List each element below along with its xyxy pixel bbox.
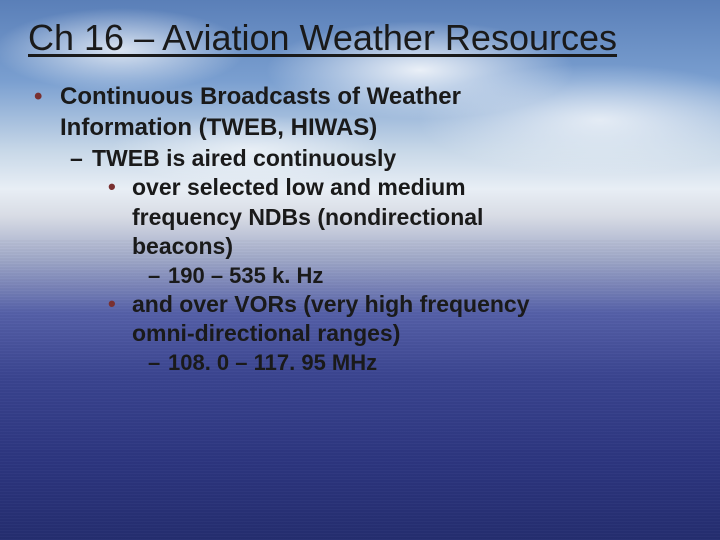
bullet-level2: TWEB is aired continuously bbox=[70, 144, 700, 173]
bullet-level1-text-line1: Continuous Broadcasts of Weather bbox=[60, 83, 461, 110]
slide-body: Continuous Broadcasts of Weather Informa… bbox=[28, 82, 700, 376]
bullet-level3-a: over selected low and medium bbox=[108, 173, 700, 202]
bullet-level3-b: and over VORs (very high frequency bbox=[108, 290, 700, 319]
bullet-level3-a-line1: over selected low and medium bbox=[132, 174, 466, 200]
bullet-level4-a-text: 190 – 535 k. Hz bbox=[168, 263, 323, 288]
bullet-level1-text-line2: Information (TWEB, HIWAS) bbox=[60, 113, 700, 144]
bullet-level4-a: 190 – 535 k. Hz bbox=[148, 262, 700, 290]
bullet-level3-b-line2: omni-directional ranges) bbox=[132, 319, 700, 348]
bullet-level3-b-line1: and over VORs (very high frequency bbox=[132, 291, 530, 317]
bullet-level3-a-line2: frequency NDBs (nondirectional bbox=[132, 203, 700, 232]
bullet-level4-b: 108. 0 – 117. 95 MHz bbox=[148, 349, 700, 377]
slide-title: Ch 16 – Aviation Weather Resources bbox=[28, 18, 700, 58]
bullet-level2-text: TWEB is aired continuously bbox=[92, 145, 396, 171]
slide-container: Ch 16 – Aviation Weather Resources Conti… bbox=[0, 0, 720, 540]
bullet-level3-a-line3: beacons) bbox=[132, 232, 700, 261]
bullet-level4-b-text: 108. 0 – 117. 95 MHz bbox=[168, 350, 377, 375]
bullet-level1: Continuous Broadcasts of Weather bbox=[34, 82, 700, 113]
